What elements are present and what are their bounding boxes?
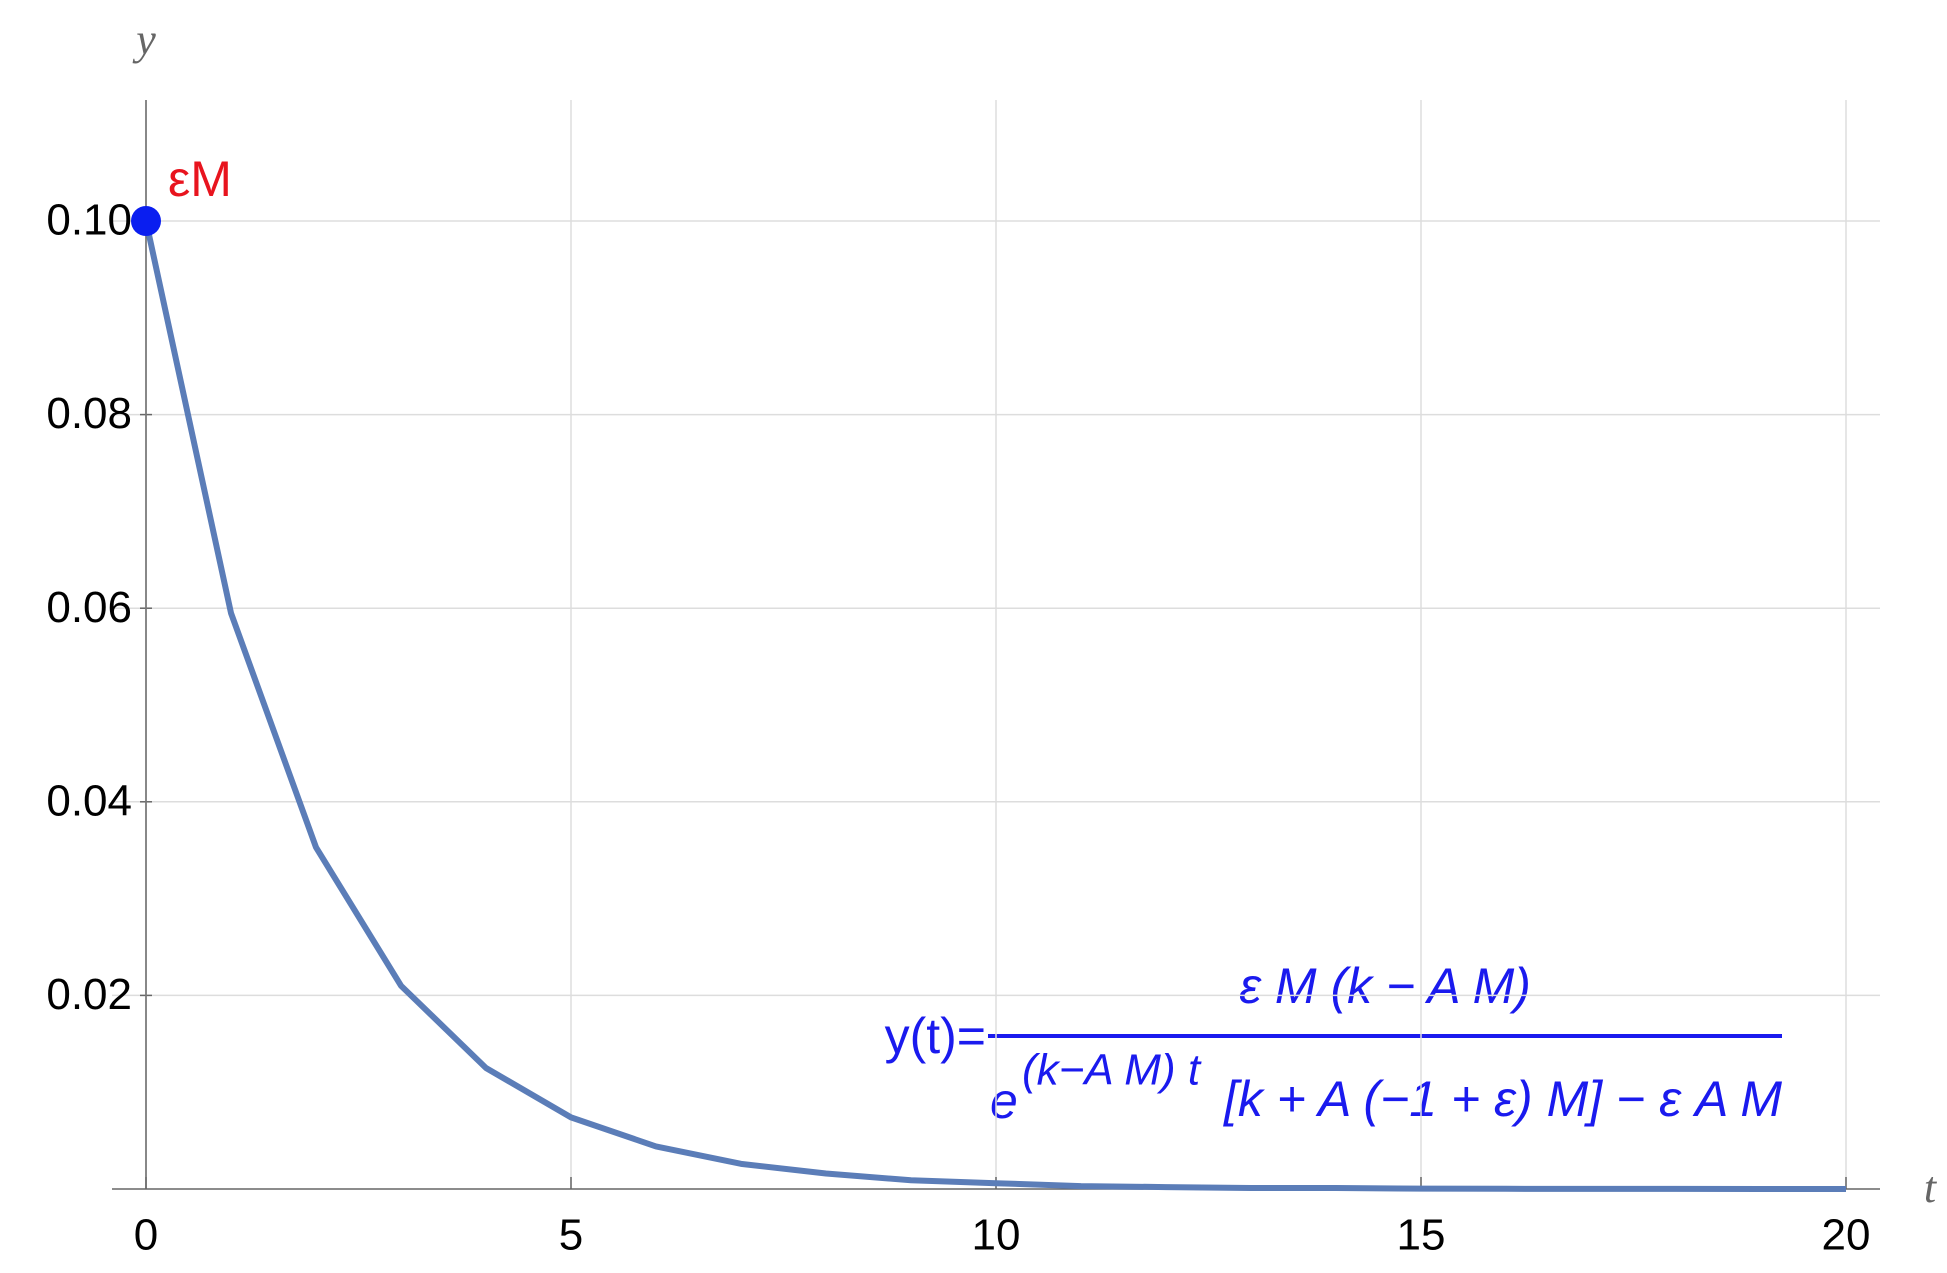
x-tick-label: 5	[559, 1211, 583, 1260]
y-tick-label: 0.06	[46, 583, 132, 632]
point-label: εM	[168, 151, 232, 207]
x-axis-label: t	[1924, 1163, 1938, 1212]
formula-numerator: ε M (k − A M)	[1239, 958, 1531, 1014]
y-tick-label: 0.08	[46, 389, 132, 438]
point	[131, 206, 161, 236]
y-axis-label: y	[132, 15, 156, 64]
y-tick-label: 0.10	[46, 196, 132, 245]
formula-denominator-base: e	[990, 1073, 1018, 1129]
y-tick-label: 0.02	[46, 970, 132, 1019]
x-tick-label: 0	[134, 1211, 158, 1260]
x-tick-label: 15	[1397, 1211, 1446, 1260]
formula-lhs: y(t)=	[885, 1008, 986, 1064]
line	[143, 220, 1846, 1192]
x-tick-label: 10	[972, 1211, 1021, 1260]
formula-denominator-exponent: (k−A M) t	[1022, 1046, 1202, 1095]
formula-denominator-rest: [k + A (−1 + ε) M] − ε A M	[1223, 1071, 1782, 1127]
x-tick-label: 20	[1822, 1211, 1871, 1260]
y-tick-label: 0.04	[46, 776, 132, 825]
